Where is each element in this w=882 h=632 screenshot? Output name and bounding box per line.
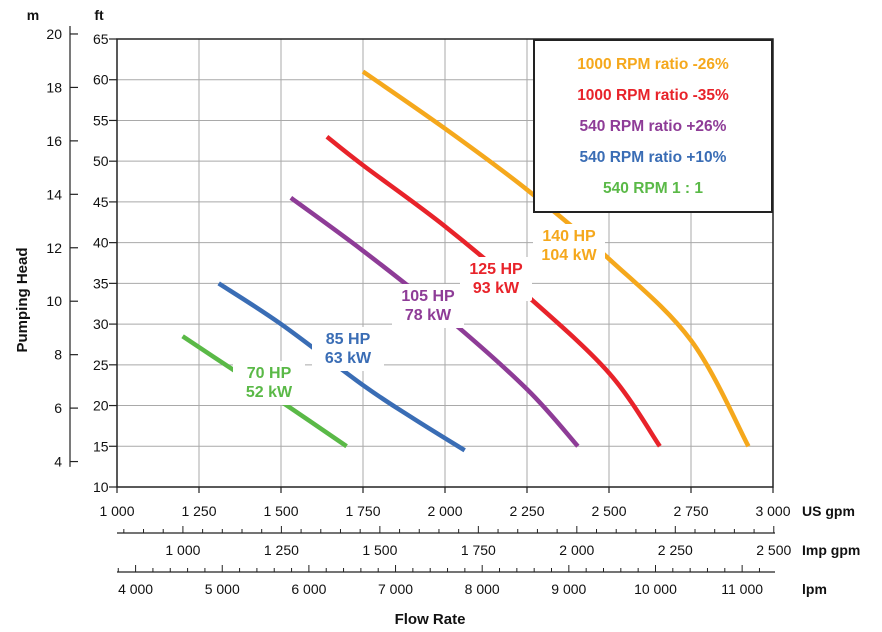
legend-item-3: 540 RPM ratio +10% [580, 149, 727, 166]
x-tick-label-usgpm: 2 250 [509, 503, 544, 519]
y-tick-label-ft: 60 [93, 72, 109, 88]
y-tick-label-m: 4 [54, 454, 62, 470]
x-tick-label-lpm: 4 000 [118, 581, 153, 597]
series-label-bg [460, 257, 532, 301]
x-tick-label-imp: 1 500 [362, 542, 397, 558]
series-label-kw: 63 kW [325, 350, 372, 367]
y-tick-label-ft: 15 [93, 438, 109, 454]
y-tick-label-ft: 65 [93, 31, 109, 47]
x-tick-label-usgpm: 2 750 [673, 503, 708, 519]
series-label-bg [533, 224, 605, 268]
y-tick-label-ft: 20 [93, 398, 109, 414]
y-tick-label-m: 18 [46, 79, 62, 95]
x-tick-label-usgpm: 1 250 [181, 503, 216, 519]
x-tick-label-imp: 1 750 [461, 542, 496, 558]
x-unit-lpm-label: lpm [802, 581, 827, 597]
series-label-bg [392, 284, 464, 328]
legend-item-0: 1000 RPM ratio -26% [577, 56, 729, 73]
series-label-bg [312, 327, 384, 371]
y-unit-m-label: m [27, 7, 39, 23]
y-tick-label-m: 6 [54, 400, 62, 416]
x-unit-impgpm-label: Imp gpm [802, 542, 860, 558]
legend-items: 1000 RPM ratio -26% 1000 RPM ratio -35% 54… [577, 56, 729, 197]
y-axis-title: Pumping Head [14, 247, 31, 352]
series-label-layer: 140 HP 104 kW 125 HP 93 kW 105 HP 78 kW 85 HP 6… [233, 224, 605, 405]
series-label-kw: 104 kW [541, 247, 597, 264]
series-label-kw: 52 kW [246, 384, 293, 401]
x-axes: 1 000 1 250 1 500 1 750 2 000 2 250 2 500 2 750… [99, 487, 792, 597]
series-label-bg [233, 361, 305, 405]
x-tick-label-lpm: 8 000 [465, 581, 500, 597]
x-tick-label-lpm: 7 000 [378, 581, 413, 597]
y-tick-label-m: 14 [46, 186, 62, 202]
x-tick-label-usgpm: 1 500 [263, 503, 298, 519]
x-tick-label-lpm: 5 000 [205, 581, 240, 597]
x-tick-label-imp: 1 000 [165, 542, 200, 558]
y-tick-label-m: 12 [46, 240, 62, 256]
x-tick-label-lpm: 6 000 [291, 581, 326, 597]
series-label-kw: 78 kW [405, 307, 452, 324]
x-tick-label-usgpm: 2 500 [591, 503, 626, 519]
y-tick-label-ft: 35 [93, 275, 109, 291]
y-tick-label-ft: 10 [93, 479, 109, 495]
series-label-kw: 93 kW [473, 280, 520, 297]
x-tick-label-usgpm: 2 000 [427, 503, 462, 519]
series-label-hp: 105 HP [401, 288, 455, 305]
y-tick-label-ft: 45 [93, 194, 109, 210]
y-axes: 4 6 8 10 12 14 16 18 20 10 15 20 25 30 35 40 45 50 55 60 65 [46, 25, 117, 495]
y-tick-label-ft: 50 [93, 153, 109, 169]
y-tick-label-ft: 55 [93, 112, 109, 128]
series-label-hp: 70 HP [247, 365, 292, 382]
legend: 1000 RPM ratio -26% 1000 RPM ratio -35% 54… [533, 39, 773, 213]
x-tick-label-lpm: 11 000 [721, 581, 763, 597]
series-label-hp: 125 HP [469, 261, 523, 278]
x-tick-label-usgpm: 1 750 [345, 503, 380, 519]
y-tick-label-m: 8 [54, 347, 62, 363]
y-tick-label-ft: 40 [93, 235, 109, 251]
series-label-hp: 85 HP [326, 331, 371, 348]
x-unit-usgpm-label: US gpm [802, 503, 855, 519]
x-tick-label-lpm: 10 000 [634, 581, 677, 597]
x-tick-label-imp: 1 250 [264, 542, 299, 558]
x-tick-label-imp: 2 250 [658, 542, 693, 558]
y-unit-ft-label: ft [94, 7, 104, 23]
legend-box [533, 39, 773, 213]
y-tick-label-m: 16 [46, 133, 62, 149]
y-tick-label-ft: 30 [93, 316, 109, 332]
legend-item-4: 540 RPM 1 : 1 [603, 180, 703, 197]
y-tick-label-m: 20 [46, 26, 62, 42]
y-tick-label-ft: 25 [93, 357, 109, 373]
x-axis-title: Flow Rate [395, 611, 466, 628]
series-label-hp: 140 HP [542, 228, 596, 245]
legend-item-2: 540 RPM ratio +26% [580, 118, 727, 135]
x-tick-label-imp: 2 500 [756, 542, 791, 558]
x-tick-label-usgpm: 1 000 [99, 503, 134, 519]
x-tick-label-usgpm: 3 000 [755, 503, 790, 519]
y-tick-label-m: 10 [46, 293, 62, 309]
series-line-3 [217, 281, 466, 453]
legend-item-1: 1000 RPM ratio -35% [577, 87, 729, 104]
x-tick-label-lpm: 9 000 [551, 581, 586, 597]
x-tick-label-imp: 2 000 [559, 542, 594, 558]
